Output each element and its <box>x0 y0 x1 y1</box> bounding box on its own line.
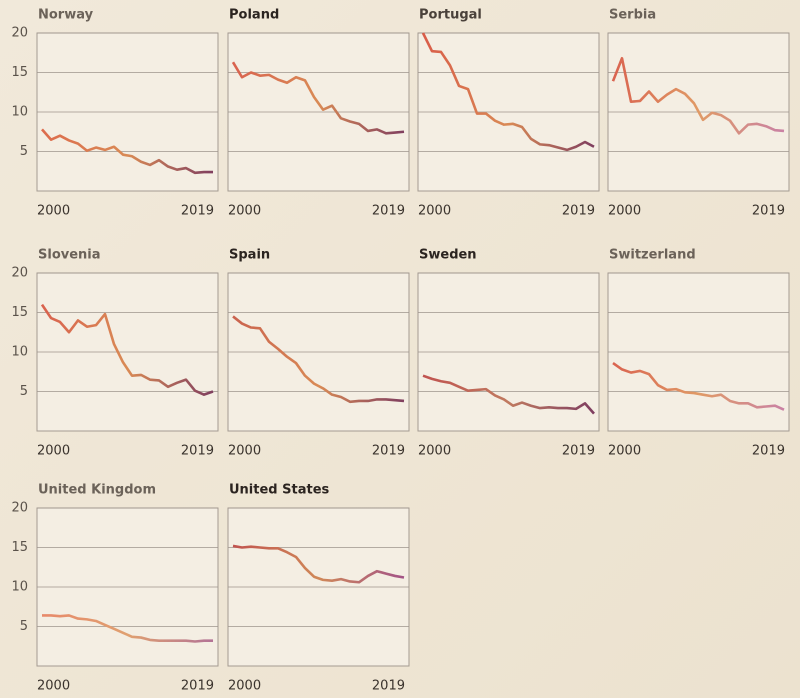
data-line <box>40 303 214 396</box>
panel-title: Portugal <box>419 8 482 23</box>
data-line <box>421 32 595 152</box>
x-tick-label: 2000 <box>37 444 70 459</box>
y-tick-label: 20 <box>11 266 28 281</box>
data-line <box>232 544 405 584</box>
x-tick-label: 2019 <box>562 444 595 459</box>
panel-title: United States <box>229 483 330 498</box>
data-line <box>41 128 213 175</box>
x-tick-label: 2000 <box>228 444 261 459</box>
x-tick-label: 2000 <box>37 679 70 694</box>
x-tick-label: 2000 <box>228 204 261 219</box>
panel-title: Poland <box>229 8 279 23</box>
x-tick-label: 2019 <box>372 204 405 219</box>
x-tick-label: 2019 <box>752 444 785 459</box>
data-line <box>422 374 595 415</box>
data-line <box>232 315 405 404</box>
y-tick-label: 15 <box>11 305 28 320</box>
data-line <box>612 361 785 411</box>
x-tick-label: 2000 <box>608 204 641 219</box>
x-tick-label: 2019 <box>181 679 214 694</box>
x-tick-label: 2019 <box>181 444 214 459</box>
x-tick-label: 2000 <box>418 444 451 459</box>
y-tick-label: 5 <box>20 384 28 399</box>
panel-title: Serbia <box>609 8 656 23</box>
data-line <box>231 61 405 135</box>
data-line <box>611 56 785 135</box>
y-tick-label: 5 <box>20 144 28 159</box>
x-tick-label: 2019 <box>562 204 595 219</box>
y-tick-label: 20 <box>11 501 28 516</box>
y-tick-label: 15 <box>11 540 28 555</box>
y-tick-label: 20 <box>11 26 28 41</box>
panel-title: Norway <box>38 8 94 23</box>
panel-title: United Kingdom <box>38 483 156 498</box>
panel-title: Slovenia <box>38 248 101 263</box>
x-tick-label: 2019 <box>181 204 214 219</box>
x-tick-label: 2000 <box>228 679 261 694</box>
y-tick-label: 10 <box>11 345 28 360</box>
y-tick-label: 5 <box>20 619 28 634</box>
x-tick-label: 2000 <box>608 444 641 459</box>
x-tick-label: 2000 <box>37 204 70 219</box>
data-line <box>42 614 213 643</box>
x-tick-label: 2000 <box>418 204 451 219</box>
panel-title: Sweden <box>419 248 477 263</box>
y-tick-label: 10 <box>11 105 28 120</box>
y-tick-label: 10 <box>11 580 28 595</box>
panel-title: Spain <box>229 248 270 263</box>
x-tick-label: 2019 <box>372 679 405 694</box>
panel-title: Switzerland <box>609 248 696 263</box>
x-tick-label: 2019 <box>372 444 405 459</box>
x-tick-label: 2019 <box>752 204 785 219</box>
y-tick-label: 15 <box>11 65 28 80</box>
